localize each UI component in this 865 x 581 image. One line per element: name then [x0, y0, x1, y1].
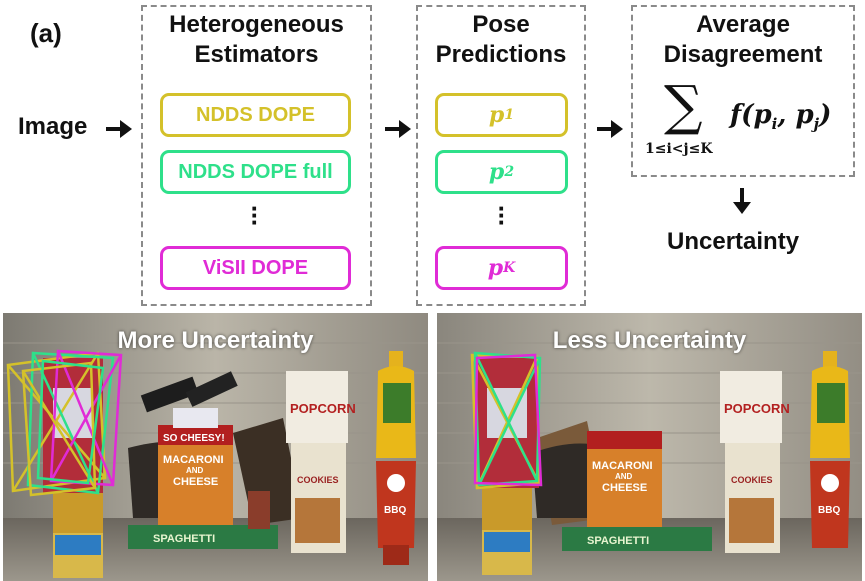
product-text: BBQ [818, 505, 840, 516]
estimator-visii-dope: ViSII DOPE [160, 246, 351, 290]
aggregation-box [631, 5, 855, 177]
predictions-box [416, 5, 586, 306]
pose-bounding-boxes [470, 351, 543, 490]
input-label: Image [18, 113, 88, 140]
product-text: CHEESE [602, 482, 647, 494]
photo-more-uncertainty: SO CHEESY! MACARONI AND CHEESE SPAGHETTI… [3, 313, 428, 581]
product-text: SPAGHETTI [153, 533, 215, 545]
product-text: BBQ [384, 505, 406, 516]
product-text: MACARONI [163, 454, 224, 466]
sum-symbol: ∑ [664, 74, 703, 137]
product-text: SPAGHETTI [587, 535, 649, 547]
vertical-ellipsis: · · · [250, 193, 260, 237]
estimator-ndds-dope-full: NDDS DOPE full [160, 150, 351, 194]
product-text: AND [186, 466, 204, 475]
product-text: POPCORN [290, 401, 356, 416]
output-label: Uncertainty [667, 228, 800, 255]
predictions-title: Pose Predictions [435, 11, 567, 68]
disagreement-formula: f(pi, pj) [730, 100, 832, 134]
estimator-label: ViSII DOPE [202, 256, 309, 279]
product-text: POPCORN [724, 401, 790, 416]
pose-bounding-boxes [6, 349, 123, 497]
photo-title: More Uncertainty [117, 327, 314, 354]
aggregation-title: Average Disagreement [663, 11, 823, 68]
product-text: CHEESE [173, 476, 218, 488]
arrow-right-icon [385, 120, 411, 138]
product-text: SO CHEESY! [163, 433, 225, 444]
arrow-right-icon [597, 120, 623, 138]
sum-range: 1≤i<j≤K [645, 141, 713, 157]
product-text: MACARONI [592, 460, 653, 472]
estimator-label: NDDS DOPE full [178, 160, 333, 183]
arrow-right-icon [106, 120, 132, 138]
kitchen-scene: MACARONI AND CHEESE SPAGHETTI POPCORN CO… [437, 313, 862, 581]
panel-label: (a) [30, 18, 62, 48]
photo-title: Less Uncertainty [552, 327, 747, 354]
product-text: COOKIES [731, 475, 773, 485]
product-text: COOKIES [297, 475, 339, 485]
product-text: AND [615, 472, 633, 481]
kitchen-scene: SO CHEESY! MACARONI AND CHEESE SPAGHETTI… [3, 313, 428, 581]
estimator-ndds-dope: NDDS DOPE [160, 93, 351, 137]
vertical-ellipsis: · · · [497, 193, 507, 237]
arrow-down-icon [733, 188, 751, 214]
estimators-box [141, 5, 372, 306]
photo-less-uncertainty: MACARONI AND CHEESE SPAGHETTI POPCORN CO… [437, 313, 862, 581]
estimator-label: NDDS DOPE [196, 103, 315, 126]
estimators-title: Heterogeneous Estimators [169, 11, 344, 68]
